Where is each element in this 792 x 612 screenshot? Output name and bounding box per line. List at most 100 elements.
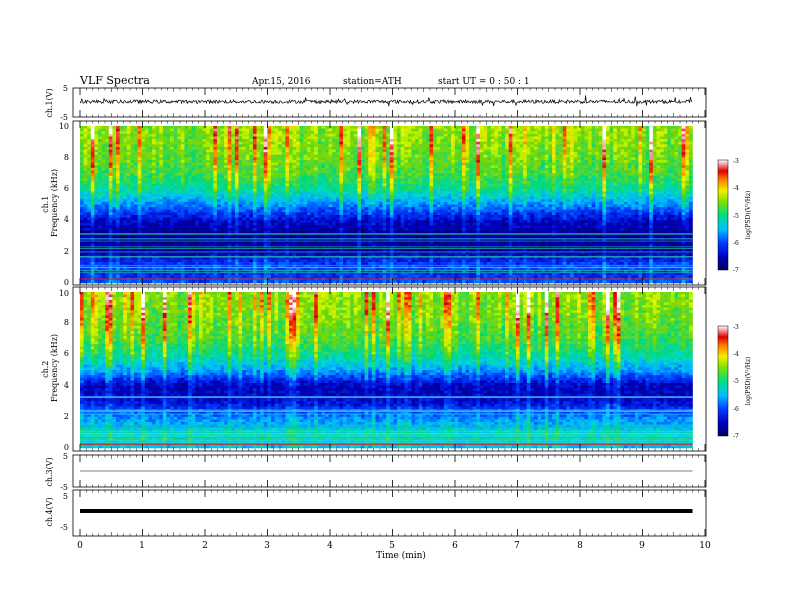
spectrogram-cell: [646, 139, 650, 142]
spectrogram-cell: [170, 165, 174, 168]
spectrogram-cell: [437, 184, 441, 187]
spectrogram-cell: [527, 139, 535, 142]
spectrogram-cell: [411, 160, 419, 163]
spectrogram-cell: [325, 139, 329, 142]
spectrogram-cell: [419, 184, 423, 187]
spectrogram-cell: [112, 152, 116, 155]
spectrogram-cell: [502, 202, 506, 205]
spectrogram-cell: [80, 207, 84, 210]
spectrogram-cell: [184, 178, 188, 181]
spectrogram-cell: [235, 144, 239, 147]
spectrogram-cell: [426, 144, 430, 147]
spectrogram-cell: [476, 136, 480, 139]
spectrogram-cell: [271, 163, 279, 166]
spectrogram-cell: [433, 126, 437, 129]
spectrogram-cell: [98, 202, 102, 205]
spectrogram-cell: [674, 139, 678, 142]
spectrogram-cell: [94, 155, 98, 158]
spectrogram-cell: [592, 150, 596, 153]
spectrogram-cell: [159, 176, 163, 179]
spectrogram-cell: [80, 199, 84, 202]
spectrogram-cell: [188, 136, 192, 139]
spectrogram-cell: [98, 129, 102, 132]
spectrogram-cell: [401, 173, 405, 176]
spectrogram-cell: [566, 157, 570, 160]
spectrogram-cell: [127, 163, 131, 166]
spectrogram-cell: [577, 131, 581, 134]
spectrogram-cell: [602, 131, 606, 134]
spectrogram-cell: [112, 168, 116, 171]
spectrogram-cell: [300, 142, 304, 145]
spectrogram-cell: [512, 142, 516, 145]
spectrogram-cell: [267, 170, 271, 173]
spectrogram-cell: [325, 152, 329, 155]
spectrogram-cell: [602, 160, 606, 163]
spectrogram-cell: [109, 186, 113, 189]
spectrogram-cell: [577, 142, 581, 145]
spectrogram-cell: [339, 173, 343, 176]
spectrogram-cell: [469, 126, 473, 129]
spectrogram-cell: [311, 199, 319, 202]
spectrogram-cell: [401, 163, 405, 166]
spectrogram-cell: [408, 178, 412, 181]
spectrogram-cell: [509, 181, 513, 184]
spectrogram-cell: [592, 152, 596, 155]
spectrogram-cell: [152, 191, 160, 194]
spectrogram-cell: [307, 178, 311, 181]
spectrogram-cell: [336, 191, 340, 194]
spectrogram-cell: [440, 207, 444, 210]
spectrogram-cell: [253, 152, 257, 155]
spectrogram-cell: [206, 150, 214, 153]
spectrogram-cell: [509, 150, 513, 153]
spectrogram-cell: [253, 205, 261, 208]
spectrogram-cell: [545, 155, 549, 158]
spectrogram-cell: [466, 184, 470, 187]
spectrogram-cell: [444, 184, 448, 187]
spectrogram-cell: [404, 163, 408, 166]
spectrogram-cell: [339, 139, 343, 142]
spectrogram-cell: [339, 197, 343, 200]
spectrogram-cell: [393, 207, 397, 210]
spectrogram-cell: [141, 170, 145, 173]
spectrogram-cell: [213, 142, 217, 145]
spectrogram-cell: [437, 178, 441, 181]
spectrogram-cell: [120, 136, 124, 139]
spectrogram-cell: [653, 168, 657, 171]
spectrogram-cell: [123, 207, 127, 210]
spectrogram-cell: [329, 202, 333, 205]
spectrogram-cell: [116, 168, 120, 171]
spectrogram-cell: [415, 207, 423, 210]
spectrogram-cell: [444, 181, 448, 184]
spectrogram-cell: [267, 186, 271, 189]
spectrogram-cell: [246, 150, 250, 153]
spectrogram-cell: [401, 184, 405, 187]
spectrogram-cell: [563, 144, 567, 147]
spectrogram-cell: [689, 126, 693, 129]
spectrogram-cell: [538, 194, 542, 197]
spectrogram-cell: [393, 168, 397, 171]
spectrogram-cell: [282, 142, 286, 145]
spectrogram-cell: [148, 157, 152, 160]
spectrogram-cell: [379, 160, 383, 163]
spectrogram-cell: [631, 186, 635, 189]
spectrogram-cell: [249, 189, 253, 192]
spectrogram-cell: [192, 176, 196, 179]
spectrogram-cell: [552, 155, 556, 158]
spectrogram-cell: [642, 199, 646, 202]
spectrogram-cell: [102, 205, 106, 208]
spectrogram-cell: [350, 150, 354, 153]
spectrogram-cell: [174, 191, 182, 194]
spectrogram-cell: [411, 199, 415, 202]
spectrogram-cell: [343, 155, 347, 158]
spectrogram-cell: [303, 150, 307, 153]
spectrogram-cell: [624, 165, 628, 168]
spectrogram-cell: [339, 181, 343, 184]
spectrogram-cell: [505, 189, 509, 192]
spectrogram-cell: [498, 189, 502, 192]
spectrogram-cell: [664, 155, 668, 158]
spectrogram-cell: [581, 150, 585, 153]
spectrogram-cell: [231, 170, 235, 173]
spectrogram-cell: [584, 131, 588, 134]
spectrogram-cell: [646, 197, 650, 200]
spectrogram-cell: [426, 170, 430, 173]
